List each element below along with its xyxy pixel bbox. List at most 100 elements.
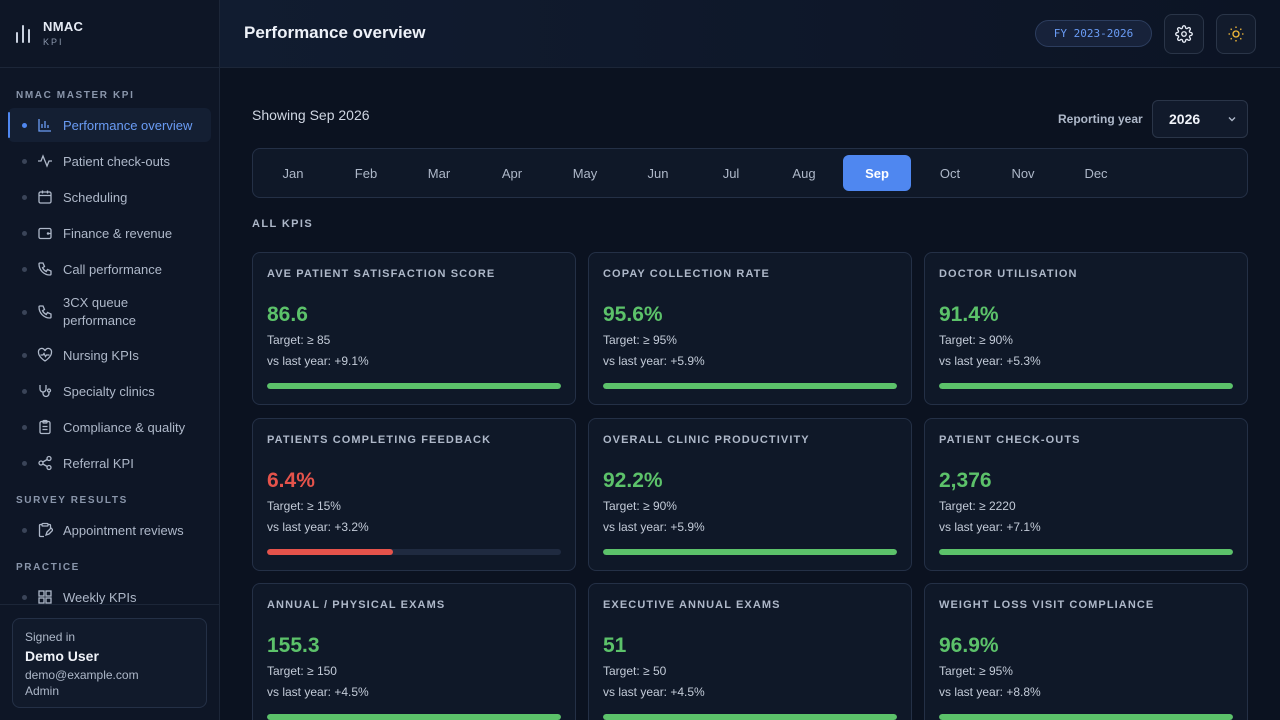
kpi-card[interactable]: PATIENTS COMPLETING FEEDBACK 6.4% Target: … xyxy=(252,417,576,571)
kpi-value: 51 xyxy=(603,634,627,657)
sidebar-item-label: Weekly KPIs xyxy=(63,589,137,605)
phone-icon xyxy=(37,261,53,277)
month-tab-oct[interactable]: Oct xyxy=(939,165,961,181)
month-tab-feb[interactable]: Feb xyxy=(354,165,378,181)
sidebar-item-label: Compliance & quality xyxy=(63,419,186,435)
bullet-dot xyxy=(22,594,27,600)
sidebar-item-compliance-quality[interactable]: Compliance & quality xyxy=(8,410,211,444)
kpi-yoy: vs last year: +7.1% xyxy=(939,519,1041,534)
kpi-target: Target: ≥ 90% xyxy=(603,498,677,513)
kpi-value: 92.2% xyxy=(603,468,663,492)
bullet-dot xyxy=(22,527,27,533)
kpi-card[interactable]: ANNUAL / PHYSICAL EXAMS 155.3 Target: ≥ 15… xyxy=(252,583,576,720)
user-card[interactable]: Signed in Demo User demo@example.com Adm… xyxy=(12,618,207,708)
kpi-value: 86.6 xyxy=(267,303,308,326)
reporting-year-select[interactable]: 2026 xyxy=(1152,100,1248,138)
bullet-dot xyxy=(22,460,27,466)
bullet-dot xyxy=(22,158,27,164)
kpi-progress-fill xyxy=(603,548,897,555)
kpi-yoy: vs last year: +8.8% xyxy=(939,685,1041,699)
kpi-yoy: vs last year: +5.9% xyxy=(603,354,705,368)
kpi-card[interactable]: DOCTOR UTILISATION 91.4% Target: ≥ 90% vs l… xyxy=(924,252,1248,405)
month-tab-may[interactable]: May xyxy=(572,165,598,181)
sidebar-item-call-performance[interactable]: Call performance xyxy=(8,252,211,286)
month-tab-apr[interactable]: Apr xyxy=(501,165,523,181)
month-selector: Jan Feb Mar Apr May Jun Jul Aug Sep Oct Nov Dec xyxy=(252,148,1248,198)
sidebar-item-finance-revenue[interactable]: Finance & revenue xyxy=(8,216,211,250)
month-tab-jan[interactable]: Jan xyxy=(282,165,304,181)
kpi-card[interactable]: COPAY COLLECTION RATE 95.6% Target: ≥ 95% v… xyxy=(588,252,912,405)
month-tab-sep[interactable]: Sep xyxy=(843,155,911,191)
sidebar-item-scheduling[interactable]: Scheduling xyxy=(8,180,211,214)
bar-chart-icon xyxy=(37,117,53,133)
kpi-title: PATIENTS COMPLETING FEEDBACK xyxy=(267,433,492,446)
kpi-title: DOCTOR UTILISATION xyxy=(939,268,1078,280)
main-content: Showing Sep 2026 Reporting year 2026 Jan… xyxy=(220,68,1280,720)
nav-section-survey-results: SURVEY RESULTS xyxy=(16,495,128,506)
sidebar-item-nursing-kpis[interactable]: Nursing KPIs xyxy=(8,338,211,372)
month-tab-aug[interactable]: Aug xyxy=(792,165,816,181)
kpi-title: AVE PATIENT SATISFACTION SCORE xyxy=(267,268,496,280)
kpi-value: 155.3 xyxy=(267,634,320,657)
kpi-progress-fill xyxy=(603,383,897,389)
theme-toggle-button[interactable] xyxy=(1216,14,1256,54)
kpi-progress-fill xyxy=(939,383,1233,389)
activity-icon xyxy=(37,153,53,169)
sun-icon xyxy=(1228,26,1244,42)
settings-button[interactable] xyxy=(1164,14,1204,54)
signed-in-label: Signed in xyxy=(25,630,76,644)
sidebar-item-label: Referral KPI xyxy=(63,455,134,471)
kpi-title: WEIGHT LOSS VISIT COMPLIANCE xyxy=(939,599,1155,611)
kpi-progress-track xyxy=(267,714,561,720)
bullet-dot xyxy=(22,424,27,430)
kpi-card[interactable]: AVE PATIENT SATISFACTION SCORE 86.6 Target… xyxy=(252,252,576,405)
heart-pulse-icon xyxy=(37,347,53,363)
kpi-progress-fill xyxy=(267,714,561,720)
kpi-yoy: vs last year: +5.9% xyxy=(603,519,705,534)
kpi-card[interactable]: PATIENT CHECK-OUTS 2,376 Target: ≥ 2220 vs … xyxy=(924,417,1248,571)
month-tab-jul[interactable]: Jul xyxy=(722,165,740,181)
grid-icon xyxy=(37,589,53,604)
calendar-icon xyxy=(37,189,53,205)
sidebar-item-specialty-clinics[interactable]: Specialty clinics xyxy=(8,374,211,408)
brand[interactable]: NMAC KPI xyxy=(0,0,219,68)
sidebar-item-label: Performance overview xyxy=(63,117,193,133)
month-tab-nov[interactable]: Nov xyxy=(1011,165,1035,181)
kpi-card[interactable]: EXECUTIVE ANNUAL EXAMS 51 Target: ≥ 50 vs l… xyxy=(588,583,912,720)
kpi-yoy: vs last year: +5.3% xyxy=(939,354,1041,368)
bullet-dot xyxy=(22,230,27,236)
sidebar-item-label: 3CX queue performance xyxy=(63,295,136,328)
sidebar-item-weekly-kpis[interactable]: Weekly KPIs xyxy=(8,580,211,604)
clipboard-edit-icon xyxy=(37,522,53,538)
kpi-target: Target: ≥ 90% xyxy=(939,333,1013,347)
sidebar-item-3cx-queue-performance[interactable]: 3CX queue performance xyxy=(8,288,211,336)
nav-section-master-kpi: NMAC MASTER KPI xyxy=(16,90,135,101)
kpi-target: Target: ≥ 2220 xyxy=(939,498,1016,513)
kpi-card[interactable]: OVERALL CLINIC PRODUCTIVITY 92.2% Target: … xyxy=(588,417,912,571)
kpi-progress-fill xyxy=(939,548,1233,555)
sidebar-item-appointment-reviews[interactable]: Appointment reviews xyxy=(8,513,211,547)
sidebar-item-patient-check-outs[interactable]: Patient check-outs xyxy=(8,144,211,178)
clipboard-icon xyxy=(37,419,53,435)
kpi-value: 6.4% xyxy=(267,468,315,492)
wallet-icon xyxy=(37,225,53,241)
month-tab-dec[interactable]: Dec xyxy=(1084,165,1108,181)
kpi-progress-track xyxy=(267,548,561,555)
kpi-progress-fill xyxy=(603,714,897,720)
share-icon xyxy=(37,455,53,471)
sidebar-nav: NMAC MASTER KPI Performance overview Pat… xyxy=(0,68,219,604)
bar-chart-logo-icon xyxy=(16,24,30,43)
brand-subtitle: KPI xyxy=(43,37,64,47)
kpi-card[interactable]: WEIGHT LOSS VISIT COMPLIANCE 96.9% Target:… xyxy=(924,583,1248,720)
kpi-progress-track xyxy=(603,383,897,389)
month-tab-mar[interactable]: Mar xyxy=(427,165,451,181)
kpi-progress-track xyxy=(603,714,897,720)
user-email: demo@example.com xyxy=(25,668,139,682)
kpi-title: PATIENT CHECK-OUTS xyxy=(939,433,1081,446)
brand-name: NMAC xyxy=(43,19,84,34)
bullet-dot xyxy=(22,309,27,315)
month-tab-jun[interactable]: Jun xyxy=(647,165,669,181)
sidebar-item-referral-kpi[interactable]: Referral KPI xyxy=(8,446,211,480)
kpi-target: Target: ≥ 85 xyxy=(267,333,331,347)
sidebar-item-performance-overview[interactable]: Performance overview xyxy=(8,108,211,142)
